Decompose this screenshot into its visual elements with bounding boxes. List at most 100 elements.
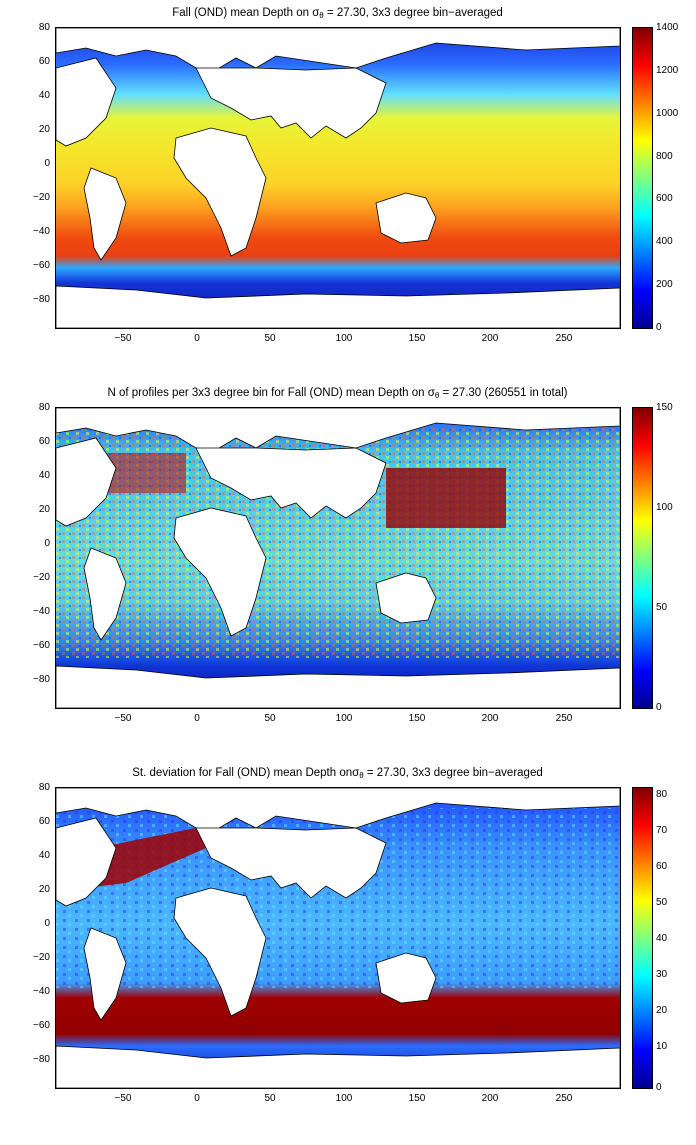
panel-title: Fall (OND) mean Depth on σθ = 27.30, 3x3… <box>55 5 620 24</box>
sigma-symbol: σ <box>312 7 320 19</box>
y-tick-label: −20 <box>33 192 50 203</box>
y-tick-label: 80 <box>38 402 50 413</box>
africa-land <box>173 127 267 257</box>
colorbar-tick-label: 0 <box>656 322 662 333</box>
africa-land <box>173 887 267 1017</box>
high-count-region <box>106 453 186 493</box>
colorbar-tick-label: 400 <box>656 236 673 247</box>
mean-depth-panel: Fall (OND) mean Depth on σθ = 27.30, 3x3… <box>0 5 696 385</box>
x-tick-label: 150 <box>408 713 426 724</box>
colorbar-tick-label: 1400 <box>656 22 679 33</box>
x-tick-label: 100 <box>335 1093 353 1104</box>
sigma-symbol: σ <box>427 387 435 399</box>
y-tick-label: 40 <box>38 90 50 101</box>
colorbar-tick-label: 100 <box>656 502 673 513</box>
x-tick-label: 250 <box>555 1093 573 1104</box>
colorbar-tick-label: 60 <box>656 861 668 872</box>
eurasia-land <box>195 67 387 139</box>
south-america-land <box>83 927 127 1021</box>
std-deviation-panel: St. deviation for Fall (OND) mean Depth … <box>0 765 696 1145</box>
y-tick-label: 20 <box>38 504 50 515</box>
y-tick-label: 80 <box>38 22 50 33</box>
x-tick-label: 250 <box>555 713 573 724</box>
y-tick-label: −60 <box>33 640 50 651</box>
x-tick-label: 50 <box>264 713 276 724</box>
title-text: Fall (OND) mean Depth on <box>172 7 313 19</box>
high-count-region <box>386 468 506 528</box>
colorbar <box>632 787 653 1089</box>
antarctica-land <box>56 665 620 708</box>
y-tick-label: −60 <box>33 260 50 271</box>
map-svg <box>56 28 620 328</box>
y-tick-label: −20 <box>33 952 50 963</box>
colorbar-tick-label: 50 <box>656 602 668 613</box>
map-plot-area <box>55 787 621 1089</box>
y-tick-label: 40 <box>38 470 50 481</box>
colorbar-tick-label: 70 <box>656 825 668 836</box>
colorbar-tick-label: 800 <box>656 151 673 162</box>
y-tick-label: −40 <box>33 226 50 237</box>
x-tick-label: −50 <box>114 333 132 344</box>
north-america-land <box>56 57 117 147</box>
colorbar-tick-label: 1200 <box>656 65 679 76</box>
map-plot-area <box>55 407 621 709</box>
sigma-symbol: σ <box>352 767 360 779</box>
y-tick-label: 60 <box>38 436 50 447</box>
y-tick-label: 20 <box>38 124 50 135</box>
x-tick-label: 0 <box>194 713 200 724</box>
africa-land <box>173 507 267 637</box>
south-america-land <box>83 167 127 261</box>
antarctica-land <box>56 285 620 328</box>
x-tick-label: −50 <box>114 713 132 724</box>
colorbar-tick-label: 1000 <box>656 108 679 119</box>
y-tick-label: −40 <box>33 606 50 617</box>
panel-title: N of profiles per 3x3 degree bin for Fal… <box>55 385 620 404</box>
y-tick-label: 60 <box>38 56 50 67</box>
x-tick-label: 200 <box>481 713 499 724</box>
title-text-end: = 27.30, 3x3 degree bin−averaged <box>323 7 503 19</box>
y-tick-label: −80 <box>33 294 50 305</box>
x-tick-label: 0 <box>194 333 200 344</box>
colorbar-tick-label: 150 <box>656 402 673 413</box>
y-tick-label: 0 <box>44 538 50 549</box>
y-tick-label: 80 <box>38 782 50 793</box>
north-america-land <box>56 817 117 907</box>
north-america-land <box>56 437 117 527</box>
profile-count-panel: N of profiles per 3x3 degree bin for Fal… <box>0 385 696 765</box>
colorbar-tick-label: 200 <box>656 279 673 290</box>
title-text: N of profiles per 3x3 degree bin for Fal… <box>107 387 428 399</box>
title-text-end: = 27.30, 3x3 degree bin−averaged <box>363 767 543 779</box>
y-tick-label: 20 <box>38 884 50 895</box>
x-tick-label: 150 <box>408 1093 426 1104</box>
title-text: St. deviation for Fall (OND) mean Depth … <box>132 767 353 779</box>
x-tick-label: 0 <box>194 1093 200 1104</box>
australia-land <box>375 192 437 244</box>
land-masses <box>56 408 620 708</box>
colorbar <box>632 27 653 329</box>
y-tick-label: −60 <box>33 1020 50 1031</box>
x-tick-label: 200 <box>481 333 499 344</box>
x-tick-label: 50 <box>264 333 276 344</box>
australia-land <box>375 952 437 1004</box>
high-std-region <box>86 828 206 888</box>
title-text-end: = 27.30 (260551 in total) <box>439 387 568 399</box>
eurasia-land <box>195 827 387 899</box>
y-tick-label: 60 <box>38 816 50 827</box>
antarctica-land <box>56 1045 620 1088</box>
eurasia-land <box>195 447 387 519</box>
australia-land <box>375 572 437 624</box>
y-tick-label: 0 <box>44 918 50 929</box>
y-tick-label: −80 <box>33 674 50 685</box>
colorbar-tick-label: 10 <box>656 1041 668 1052</box>
map-plot-area <box>55 27 621 329</box>
colorbar-tick-label: 80 <box>656 789 668 800</box>
x-tick-label: 100 <box>335 713 353 724</box>
colorbar-tick-label: 600 <box>656 193 673 204</box>
colorbar-tick-label: 20 <box>656 1005 668 1016</box>
x-tick-label: −50 <box>114 1093 132 1104</box>
y-tick-label: 40 <box>38 850 50 861</box>
colorbar-tick-label: 0 <box>656 1082 662 1093</box>
south-america-land <box>83 547 127 641</box>
colorbar-tick-label: 0 <box>656 702 662 713</box>
colorbar-tick-label: 30 <box>656 969 668 980</box>
